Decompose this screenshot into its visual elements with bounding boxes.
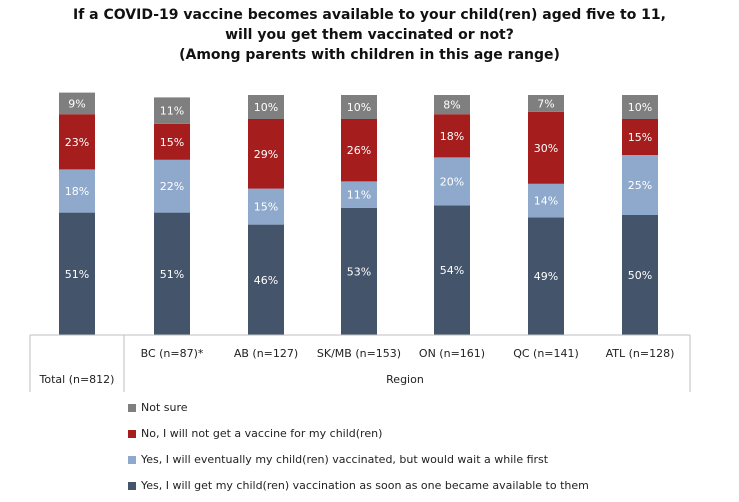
bars-group: 51% 18% 23% 9% 51% 22% 15% 11% 46% 15% 29% 10% 53% 11… <box>59 92 658 335</box>
bar-segment <box>622 95 658 119</box>
data-label: 9% <box>68 97 85 110</box>
legend-item: Yes, I will get my child(ren) vaccinatio… <box>128 476 589 495</box>
bar-segment <box>154 159 190 213</box>
data-label: 15% <box>628 131 652 144</box>
data-label: 15% <box>254 201 278 214</box>
title-line-2: will you get them vaccinated or not? <box>225 27 514 43</box>
category-label: AB (n=127) <box>234 347 298 360</box>
data-label: 7% <box>537 97 554 110</box>
data-label: 29% <box>254 148 278 161</box>
legend-swatch <box>128 403 136 412</box>
data-label: 15% <box>160 136 184 149</box>
data-label: 14% <box>534 195 558 208</box>
data-label: 22% <box>160 180 184 193</box>
data-label: 8% <box>443 99 460 112</box>
data-label: 50% <box>628 269 652 282</box>
bar-segment <box>528 111 564 184</box>
data-label: 11% <box>347 189 371 202</box>
bar-segment <box>622 215 658 335</box>
bar-segment <box>154 97 190 124</box>
legend-item: Yes, I will eventually my child(ren) vac… <box>128 450 589 469</box>
data-label: 18% <box>65 185 89 198</box>
category-label: SK/MB (n=153) <box>317 347 401 360</box>
data-label: 26% <box>347 144 371 157</box>
bar-segment <box>528 217 564 335</box>
data-label: 53% <box>347 265 371 278</box>
bar-segment <box>248 95 284 119</box>
data-label: 25% <box>628 179 652 192</box>
legend-label: Yes, I will get my child(ren) vaccinatio… <box>141 479 589 492</box>
bar-segment <box>59 212 95 335</box>
bar-segment <box>434 205 470 335</box>
category-label: Total (n=812) <box>39 373 115 386</box>
bar-segment <box>248 188 284 225</box>
data-label: 20% <box>440 175 464 188</box>
bar-segment <box>434 114 470 158</box>
legend-swatch <box>128 455 136 464</box>
category-label: BC (n=87)* <box>141 347 204 360</box>
bar-segment <box>59 92 95 115</box>
data-label: 54% <box>440 264 464 277</box>
bar-segment <box>341 181 377 208</box>
bar-segment <box>59 169 95 213</box>
bar-segment <box>528 183 564 218</box>
data-label: 49% <box>534 270 558 283</box>
category-label: ATL (n=128) <box>606 347 675 360</box>
category-label: QC (n=141) <box>513 347 579 360</box>
data-label: 10% <box>628 101 652 114</box>
category-label: ON (n=161) <box>419 347 485 360</box>
legend: Not sure No, I will not get a vaccine for… <box>128 398 589 502</box>
data-label: 18% <box>440 130 464 143</box>
title-line-1: If a COVID-19 vaccine becomes available … <box>73 7 666 23</box>
bar-segment <box>59 114 95 170</box>
bar-segment <box>154 123 190 160</box>
bar-segment <box>248 119 284 189</box>
bar-segment <box>341 207 377 335</box>
bar-segment <box>622 119 658 155</box>
bar-segment <box>434 95 470 115</box>
bar-segment <box>622 155 658 215</box>
data-label: 10% <box>254 101 278 114</box>
legend-swatch <box>128 481 136 490</box>
bar-segment <box>434 157 470 206</box>
bar-segment <box>341 95 377 119</box>
bar-segment <box>341 119 377 182</box>
legend-label: No, I will not get a vaccine for my chil… <box>141 427 383 440</box>
legend-label: Yes, I will eventually my child(ren) vac… <box>141 453 549 466</box>
legend-swatch <box>128 429 136 438</box>
chart-title: If a COVID-19 vaccine becomes available … <box>0 5 739 65</box>
data-label: 23% <box>65 136 89 149</box>
bar-segment <box>154 212 190 335</box>
bar-segment <box>248 224 284 335</box>
legend-label: Not sure <box>141 401 188 414</box>
group-label-region: Region <box>386 373 424 386</box>
legend-item: Not sure <box>128 398 589 417</box>
data-label: 30% <box>534 142 558 155</box>
data-label: 51% <box>160 268 184 281</box>
data-label: 10% <box>347 101 371 114</box>
data-label: 51% <box>65 268 89 281</box>
title-line-3: (Among parents with children in this age… <box>179 47 560 63</box>
legend-item: No, I will not get a vaccine for my chil… <box>128 424 589 443</box>
data-label: 11% <box>160 105 184 118</box>
bar-segment <box>528 95 564 112</box>
data-label: 46% <box>254 274 278 287</box>
category-axis: Total (n=812) BC (n=87)* AB (n=127) SK/MB (… <box>29 334 691 392</box>
